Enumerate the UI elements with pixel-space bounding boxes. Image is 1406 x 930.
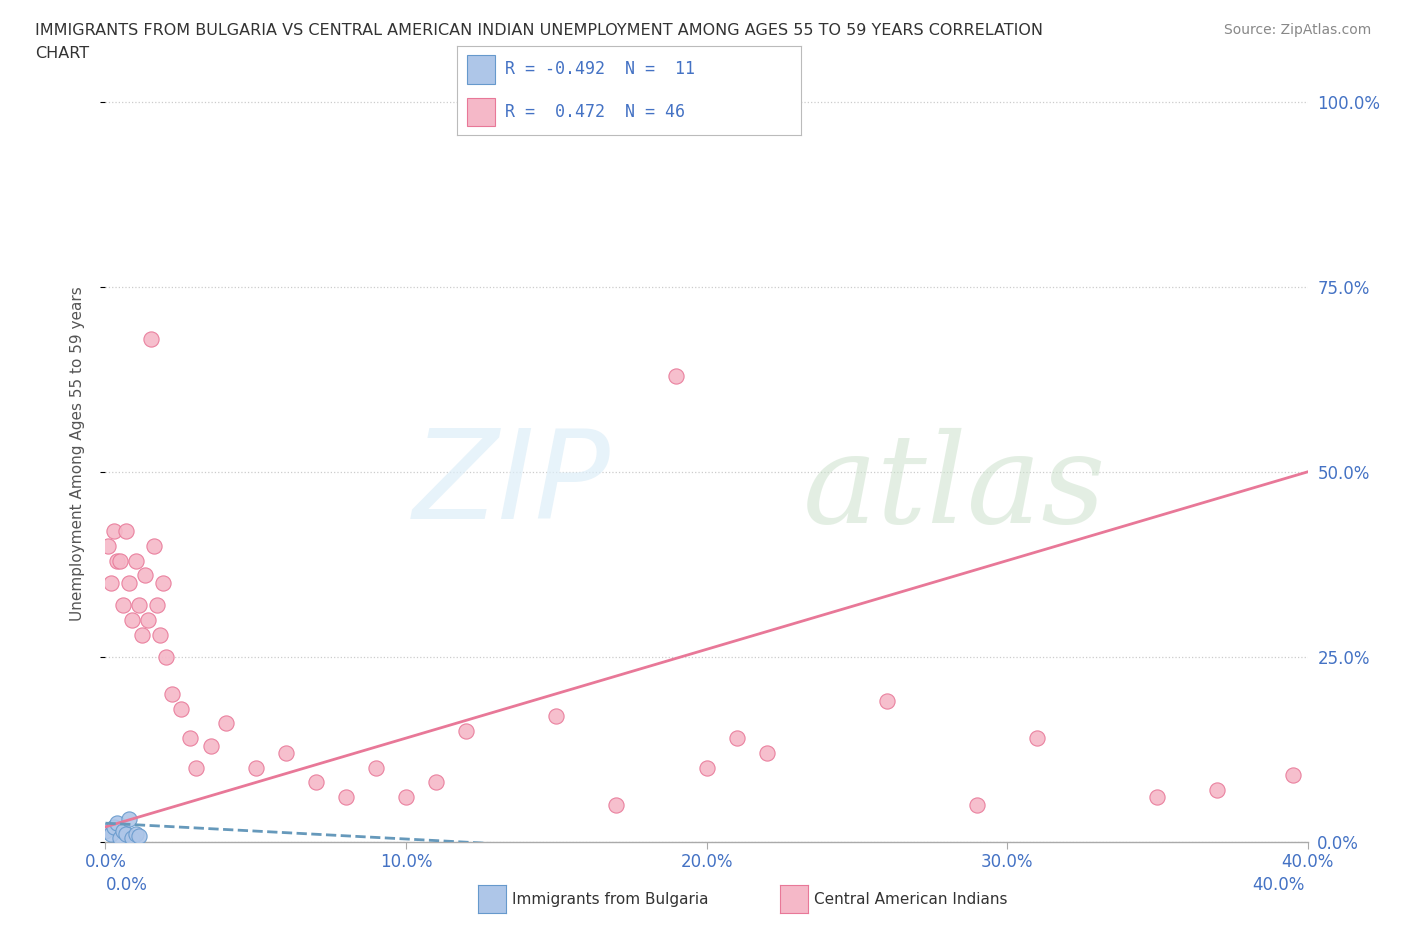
Bar — [467, 56, 495, 84]
Point — [755, 746, 778, 761]
Text: Source: ZipAtlas.com: Source: ZipAtlas.com — [1223, 23, 1371, 37]
Point — [605, 797, 627, 812]
Point — [118, 812, 141, 827]
Point — [115, 524, 138, 538]
Point — [124, 827, 146, 842]
Point — [128, 829, 150, 844]
Point — [100, 827, 122, 842]
Point — [200, 738, 222, 753]
Point — [1206, 782, 1229, 797]
Point — [121, 830, 143, 845]
Text: ZIP: ZIP — [412, 424, 610, 545]
Point — [335, 790, 357, 804]
Point — [696, 760, 718, 775]
Point — [876, 694, 898, 709]
Point — [155, 649, 177, 664]
Bar — [467, 98, 495, 126]
Point — [115, 827, 138, 842]
Point — [274, 746, 297, 761]
Text: Immigrants from Bulgaria: Immigrants from Bulgaria — [512, 892, 709, 907]
Point — [128, 598, 150, 613]
Text: IMMIGRANTS FROM BULGARIA VS CENTRAL AMERICAN INDIAN UNEMPLOYMENT AMONG AGES 55 T: IMMIGRANTS FROM BULGARIA VS CENTRAL AMER… — [35, 23, 1043, 38]
Point — [245, 760, 267, 775]
Y-axis label: Unemployment Among Ages 55 to 59 years: Unemployment Among Ages 55 to 59 years — [70, 286, 84, 620]
Point — [107, 553, 129, 568]
Point — [454, 724, 477, 738]
Point — [136, 612, 159, 627]
Point — [152, 576, 174, 591]
Point — [145, 598, 167, 613]
Point — [94, 823, 117, 838]
Point — [395, 790, 418, 804]
Point — [100, 576, 122, 591]
Text: ZIPatlas: ZIPatlas — [115, 424, 610, 545]
Point — [725, 731, 748, 746]
Point — [103, 819, 125, 834]
Point — [305, 775, 328, 790]
Text: 40.0%: 40.0% — [1253, 876, 1305, 894]
Point — [179, 731, 201, 746]
Point — [112, 598, 135, 613]
Point — [124, 553, 146, 568]
Text: atlas: atlas — [803, 428, 1107, 549]
Point — [97, 538, 120, 553]
Point — [131, 627, 153, 642]
Point — [139, 331, 162, 346]
Point — [1026, 731, 1049, 746]
Point — [121, 612, 143, 627]
Point — [103, 524, 125, 538]
Text: R =  0.472  N = 46: R = 0.472 N = 46 — [505, 103, 685, 121]
Point — [1146, 790, 1168, 804]
Point — [364, 760, 387, 775]
Point — [665, 368, 688, 383]
Point — [425, 775, 447, 790]
Text: 0.0%: 0.0% — [105, 876, 148, 894]
Point — [546, 709, 568, 724]
Point — [160, 686, 183, 701]
Point — [142, 538, 165, 553]
Text: R = -0.492  N =  11: R = -0.492 N = 11 — [505, 60, 695, 78]
Point — [1281, 767, 1303, 782]
Text: Central American Indians: Central American Indians — [814, 892, 1008, 907]
Point — [184, 760, 207, 775]
Point — [118, 576, 141, 591]
Point — [107, 816, 129, 830]
Point — [214, 716, 236, 731]
Point — [148, 627, 170, 642]
Point — [966, 797, 988, 812]
Point — [110, 830, 132, 845]
Point — [110, 553, 132, 568]
Point — [169, 701, 191, 716]
Point — [134, 568, 156, 583]
Text: CHART: CHART — [35, 46, 89, 61]
Point — [112, 823, 135, 838]
